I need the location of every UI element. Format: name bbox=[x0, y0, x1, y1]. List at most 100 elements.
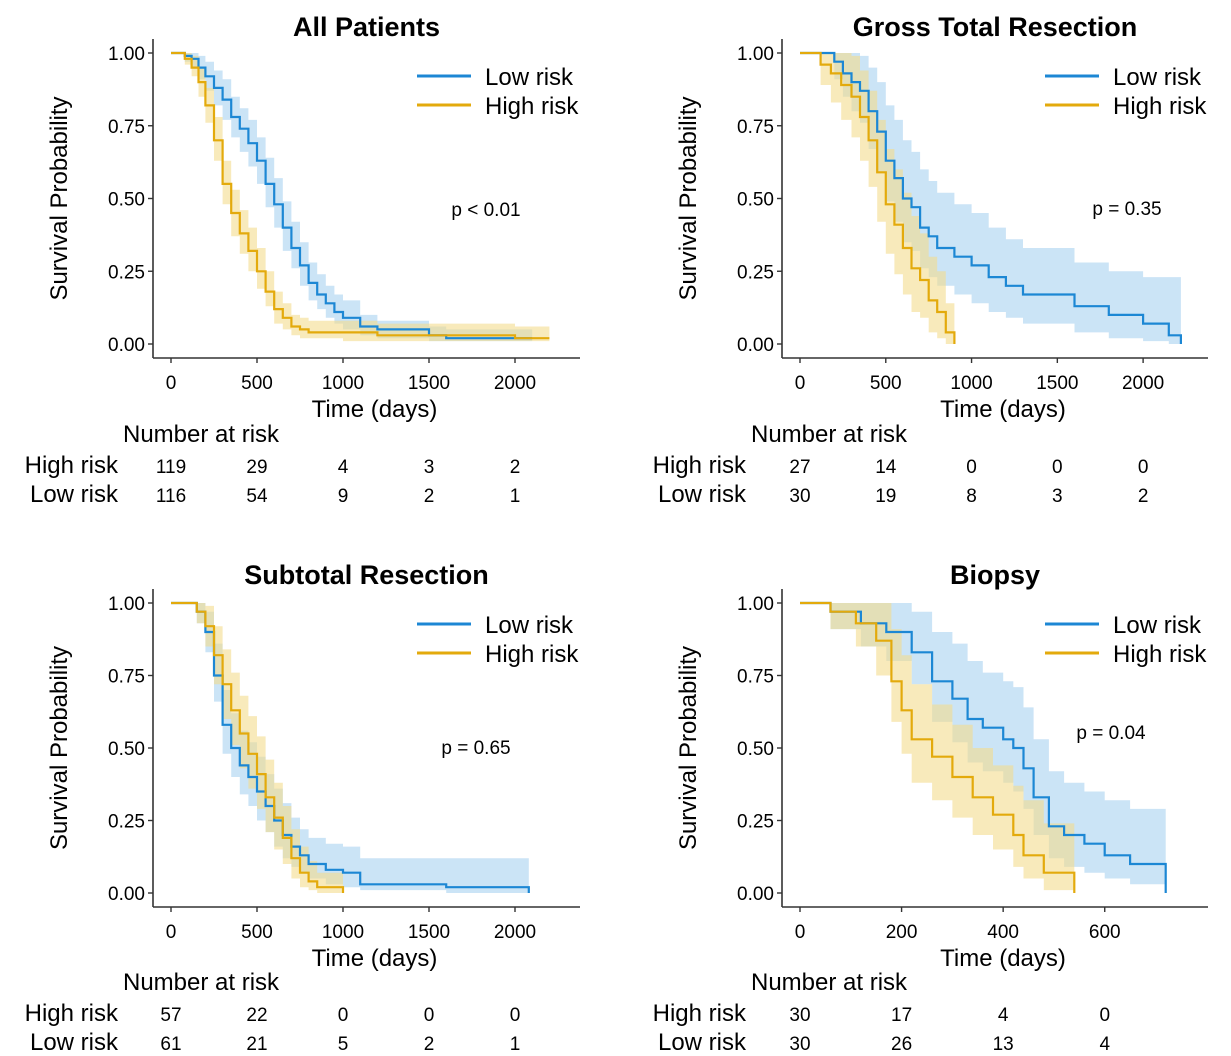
x-axis-label: Time (days) bbox=[312, 945, 438, 972]
ci-band-low-risk bbox=[800, 53, 1181, 344]
survival-line-high-risk bbox=[171, 51, 550, 340]
x-tick-label: 1000 bbox=[322, 922, 364, 943]
risk-row-label: Low risk bbox=[30, 481, 119, 508]
risk-row-label: High risk bbox=[653, 1000, 747, 1027]
y-tick-label: 1.00 bbox=[108, 44, 145, 65]
risk-value: 2 bbox=[424, 486, 435, 507]
risk-value: 30 bbox=[789, 1034, 810, 1055]
risk-value: 30 bbox=[789, 486, 810, 507]
legend-label: Low risk bbox=[485, 64, 574, 91]
x-tick-label: 2000 bbox=[1122, 373, 1164, 394]
p-value: p = 0.35 bbox=[1092, 199, 1161, 220]
risk-value: 21 bbox=[246, 1034, 267, 1055]
risk-row-label: Low risk bbox=[658, 481, 747, 508]
survival-line-high-risk bbox=[800, 601, 1076, 893]
chart-title: Biopsy bbox=[950, 560, 1040, 590]
x-tick-label: 0 bbox=[795, 373, 806, 394]
x-axis-label: Time (days) bbox=[940, 396, 1066, 423]
y-tick-label: 0.25 bbox=[737, 812, 774, 833]
y-tick-label: 0.75 bbox=[737, 117, 774, 138]
chart-title: Gross Total Resection bbox=[853, 12, 1138, 42]
risk-row-label: High risk bbox=[25, 1000, 119, 1027]
risk-value: 54 bbox=[246, 486, 268, 507]
chart-title: All Patients bbox=[293, 12, 440, 42]
risk-value: 0 bbox=[1052, 457, 1063, 478]
risk-value: 0 bbox=[966, 457, 977, 478]
y-tick-label: 0.00 bbox=[108, 884, 145, 905]
risk-value: 0 bbox=[1138, 457, 1149, 478]
x-axis-label: Time (days) bbox=[940, 945, 1066, 972]
risk-value: 5 bbox=[338, 1034, 349, 1055]
survival-line-low-risk bbox=[171, 51, 533, 340]
x-tick-label: 400 bbox=[987, 922, 1019, 943]
risk-value: 19 bbox=[875, 486, 896, 507]
risk-value: 3 bbox=[1052, 486, 1063, 507]
y-tick-label: 0.50 bbox=[737, 739, 774, 760]
risk-value: 116 bbox=[156, 486, 186, 507]
risk-value: 0 bbox=[338, 1005, 349, 1026]
y-tick-label: 1.00 bbox=[737, 594, 774, 615]
y-tick-label: 0.75 bbox=[108, 117, 145, 138]
legend-label: High risk bbox=[485, 93, 579, 120]
x-axis-label: Time (days) bbox=[312, 396, 438, 423]
risk-value: 4 bbox=[338, 457, 349, 478]
p-value: p = 0.65 bbox=[441, 738, 510, 759]
risk-table-title: Number at risk bbox=[751, 969, 908, 996]
risk-value: 26 bbox=[891, 1034, 912, 1055]
x-tick-label: 600 bbox=[1089, 922, 1121, 943]
risk-value: 119 bbox=[156, 457, 186, 478]
risk-value: 17 bbox=[891, 1005, 912, 1026]
y-axis-label: Survival Probability bbox=[46, 646, 73, 850]
ci-band-high-risk bbox=[800, 53, 955, 344]
ci-band-low-risk bbox=[171, 603, 529, 893]
risk-value: 3 bbox=[424, 457, 435, 478]
x-tick-label: 2000 bbox=[494, 373, 536, 394]
x-tick-label: 1000 bbox=[322, 373, 364, 394]
y-tick-label: 0.00 bbox=[737, 335, 774, 356]
risk-value: 1 bbox=[510, 486, 521, 507]
risk-table-title: Number at risk bbox=[123, 969, 280, 996]
risk-value: 30 bbox=[789, 1005, 810, 1026]
y-tick-label: 0.50 bbox=[108, 190, 145, 211]
survival-line-high-risk bbox=[800, 51, 956, 344]
x-tick-label: 200 bbox=[886, 922, 918, 943]
risk-value: 0 bbox=[1099, 1005, 1110, 1026]
risk-value: 4 bbox=[998, 1005, 1009, 1026]
x-tick-label: 0 bbox=[166, 922, 177, 943]
risk-table-title: Number at risk bbox=[123, 421, 280, 448]
ci-band-high-risk bbox=[800, 603, 1075, 893]
risk-value: 9 bbox=[338, 486, 349, 507]
x-tick-label: 500 bbox=[870, 373, 902, 394]
x-tick-label: 1500 bbox=[408, 373, 450, 394]
risk-value: 29 bbox=[246, 457, 267, 478]
y-tick-label: 0.50 bbox=[108, 739, 145, 760]
risk-value: 4 bbox=[1099, 1034, 1110, 1055]
risk-value: 27 bbox=[789, 457, 810, 478]
ci-band-high-risk bbox=[171, 53, 550, 342]
survival-line-low-risk bbox=[800, 601, 1167, 893]
y-tick-label: 0.75 bbox=[108, 667, 145, 688]
risk-value: 57 bbox=[160, 1005, 181, 1026]
risk-value: 14 bbox=[875, 457, 897, 478]
y-axis-label: Survival Probability bbox=[675, 96, 702, 300]
legend-label: High risk bbox=[1113, 641, 1207, 668]
survival-line-high-risk bbox=[171, 601, 345, 893]
y-tick-label: 0.00 bbox=[108, 335, 145, 356]
y-tick-label: 0.50 bbox=[737, 190, 774, 211]
risk-value: 0 bbox=[424, 1005, 435, 1026]
risk-value: 8 bbox=[966, 486, 977, 507]
y-axis-label: Survival Probability bbox=[675, 646, 702, 850]
chart-title: Subtotal Resection bbox=[244, 560, 489, 590]
legend-label: High risk bbox=[485, 641, 579, 668]
risk-value: 0 bbox=[510, 1005, 521, 1026]
x-tick-label: 2000 bbox=[494, 922, 536, 943]
panel-2: Gross Total Resection 0.00 0.25 0.50 0.75 1.0… bbox=[653, 12, 1208, 508]
risk-value: 13 bbox=[993, 1034, 1014, 1055]
risk-value: 61 bbox=[160, 1034, 181, 1055]
p-value: p = 0.04 bbox=[1076, 723, 1146, 744]
risk-row-label: Low risk bbox=[658, 1029, 747, 1056]
x-tick-label: 1000 bbox=[950, 373, 992, 394]
risk-value: 2 bbox=[424, 1034, 435, 1055]
risk-value: 2 bbox=[1138, 486, 1149, 507]
